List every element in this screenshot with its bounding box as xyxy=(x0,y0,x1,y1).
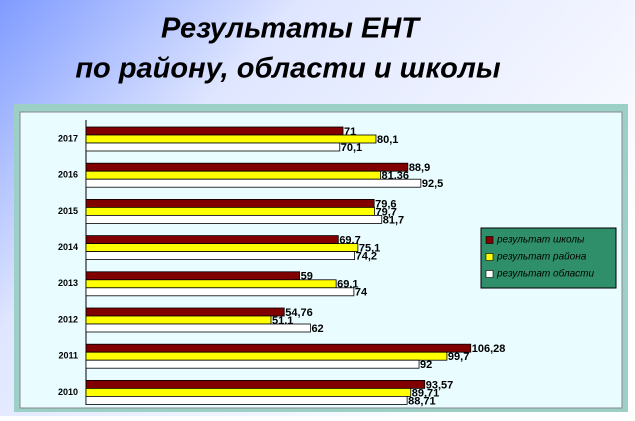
bar xyxy=(85,126,344,136)
bar xyxy=(85,271,300,281)
data-label: 74,2 xyxy=(356,251,377,263)
y-tick-label: 2012 xyxy=(58,314,78,324)
bar xyxy=(85,251,356,261)
bar xyxy=(85,359,420,369)
data-label: 88,9 xyxy=(409,162,430,174)
bar xyxy=(85,235,339,245)
data-label: 81,7 xyxy=(383,214,404,226)
y-tick-label: 2010 xyxy=(58,387,78,397)
bar xyxy=(85,162,409,172)
bar xyxy=(85,142,341,152)
legend-label: результат области xyxy=(496,268,594,280)
bar xyxy=(85,307,285,317)
data-label: 89,71 xyxy=(412,387,440,399)
bar xyxy=(85,170,381,180)
data-label: 99,7 xyxy=(448,351,469,363)
data-label: 70,1 xyxy=(341,142,362,154)
bar xyxy=(85,323,311,333)
bar xyxy=(85,206,375,216)
bar xyxy=(85,351,448,361)
bar xyxy=(85,395,408,405)
data-label: 92,5 xyxy=(422,178,443,190)
legend-swatch xyxy=(485,253,494,261)
y-tick-label: 2015 xyxy=(58,206,78,216)
bar xyxy=(85,279,337,289)
bar xyxy=(85,379,426,389)
y-tick-label: 2011 xyxy=(58,351,78,361)
legend-box xyxy=(480,227,617,289)
data-label: 93,57 xyxy=(426,379,454,391)
data-label: 62 xyxy=(311,323,323,335)
bar xyxy=(85,315,272,325)
data-label: 88,71 xyxy=(408,395,436,407)
legend-label: результат района xyxy=(496,252,587,263)
legend-swatch xyxy=(485,236,494,244)
y-tick-label: 2014 xyxy=(58,242,78,252)
bar xyxy=(85,287,355,297)
data-label: 106,28 xyxy=(472,343,506,355)
bar xyxy=(85,134,377,144)
y-tick-label: 2013 xyxy=(58,278,78,288)
chart-title: Результаты ЕНТ xyxy=(161,13,421,45)
chart-subtitle: по району, области и школы xyxy=(75,53,501,85)
data-label: 54,76 xyxy=(285,307,313,319)
bar xyxy=(85,198,375,208)
bar xyxy=(85,387,412,397)
data-label: 75,1 xyxy=(359,243,380,255)
legend-swatch xyxy=(485,270,494,278)
data-label: 74 xyxy=(355,287,368,299)
bar xyxy=(85,214,383,224)
data-label: 92 xyxy=(420,359,432,371)
bar xyxy=(85,178,422,188)
y-tick-label: 2017 xyxy=(58,133,78,143)
bar xyxy=(85,343,472,353)
data-label: 79,6 xyxy=(375,198,396,210)
bar xyxy=(85,243,359,253)
data-label: 80,1 xyxy=(377,134,398,146)
legend-label: результат школы xyxy=(496,235,585,246)
y-tick-label: 2016 xyxy=(58,170,78,180)
